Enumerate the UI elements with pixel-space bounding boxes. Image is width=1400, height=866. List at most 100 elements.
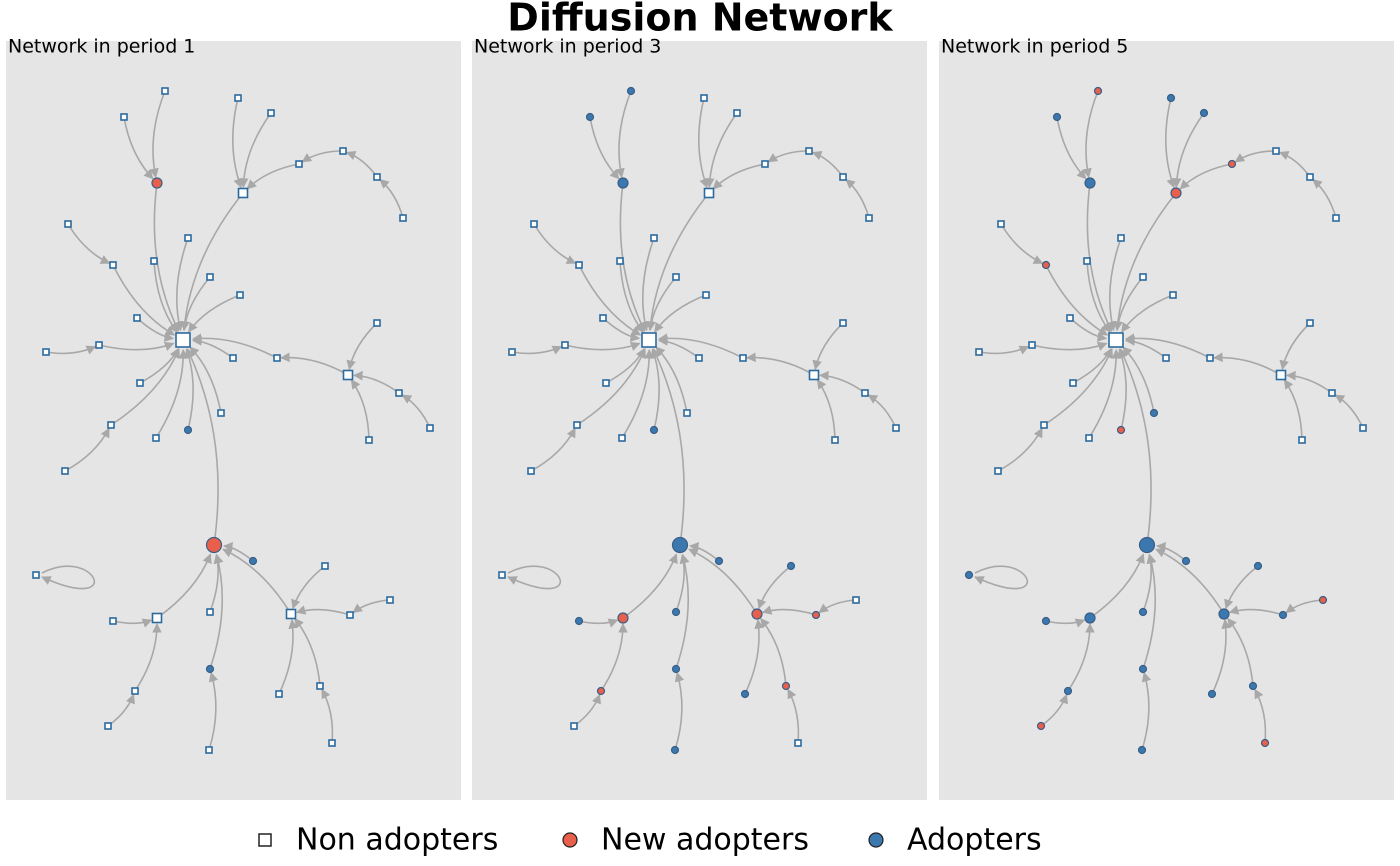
edge	[654, 294, 707, 333]
edge	[712, 163, 766, 190]
node	[150, 257, 158, 265]
node	[852, 596, 860, 604]
node	[175, 332, 191, 348]
edge	[564, 341, 641, 351]
node	[339, 147, 347, 155]
edge	[123, 116, 154, 180]
edge	[350, 379, 370, 441]
node	[184, 234, 192, 242]
node	[861, 389, 869, 397]
node	[183, 425, 193, 435]
node	[1028, 341, 1036, 349]
edge	[1082, 90, 1099, 179]
node	[617, 177, 629, 189]
node	[617, 612, 629, 624]
node	[1069, 379, 1077, 387]
node	[626, 86, 636, 96]
node	[573, 421, 581, 429]
legend-marker	[868, 832, 884, 848]
node	[373, 319, 381, 327]
edge	[110, 348, 180, 426]
node	[786, 561, 796, 571]
edge	[291, 565, 326, 610]
panel: Network in period 1	[6, 36, 461, 800]
node	[1162, 354, 1170, 362]
node	[761, 160, 769, 168]
node	[42, 348, 50, 356]
node	[892, 424, 900, 432]
node	[1332, 214, 1340, 222]
node	[1298, 436, 1306, 444]
node	[700, 94, 708, 102]
edge	[674, 671, 685, 751]
edges	[507, 90, 897, 751]
node	[1275, 369, 1287, 381]
edge	[761, 605, 817, 616]
node	[1093, 86, 1103, 96]
node	[32, 571, 40, 579]
node	[267, 109, 275, 117]
edge	[238, 112, 272, 188]
edge	[1312, 178, 1337, 219]
node	[1138, 536, 1156, 554]
node	[975, 348, 983, 356]
node	[1108, 332, 1124, 348]
node	[670, 745, 680, 755]
node	[217, 409, 225, 417]
edge	[191, 333, 278, 359]
node	[683, 409, 691, 417]
node	[206, 273, 214, 281]
edge	[209, 553, 224, 670]
node	[136, 379, 144, 387]
edge	[507, 565, 562, 590]
edge	[744, 618, 764, 695]
node	[964, 570, 974, 580]
edge	[704, 112, 738, 188]
node	[839, 319, 847, 327]
node	[399, 214, 407, 222]
edge	[1124, 333, 1211, 359]
edge	[134, 623, 162, 692]
node	[811, 610, 821, 620]
edge	[787, 688, 800, 744]
node	[237, 187, 249, 199]
node	[161, 87, 169, 95]
node	[1359, 424, 1367, 432]
node	[1063, 686, 1073, 696]
node	[109, 261, 117, 269]
edge	[621, 349, 655, 439]
edge	[1155, 548, 1225, 615]
node	[1066, 314, 1074, 322]
node	[839, 173, 847, 181]
node	[64, 220, 72, 228]
node	[1084, 612, 1096, 624]
edge	[1056, 116, 1087, 180]
legend-label: Non adopters	[296, 823, 498, 858]
edge	[511, 345, 563, 355]
edge	[1141, 671, 1152, 751]
node	[671, 607, 681, 617]
nodes	[32, 87, 434, 754]
panel-background	[472, 41, 927, 800]
edge	[67, 223, 111, 264]
nodes	[964, 86, 1367, 755]
edge	[295, 605, 351, 616]
node	[426, 424, 434, 432]
node	[1328, 389, 1336, 397]
edge	[615, 90, 632, 179]
edge	[1067, 623, 1095, 692]
edge	[1211, 618, 1231, 695]
node	[561, 341, 569, 349]
edge	[760, 617, 787, 687]
node	[206, 608, 214, 616]
edge	[155, 349, 189, 439]
edge	[1088, 349, 1122, 439]
edge	[280, 352, 349, 376]
edge	[64, 427, 110, 472]
legend-marker	[562, 832, 578, 848]
edge	[578, 264, 642, 336]
node	[316, 682, 324, 690]
node	[151, 612, 163, 624]
node	[994, 467, 1002, 475]
node	[395, 389, 403, 397]
